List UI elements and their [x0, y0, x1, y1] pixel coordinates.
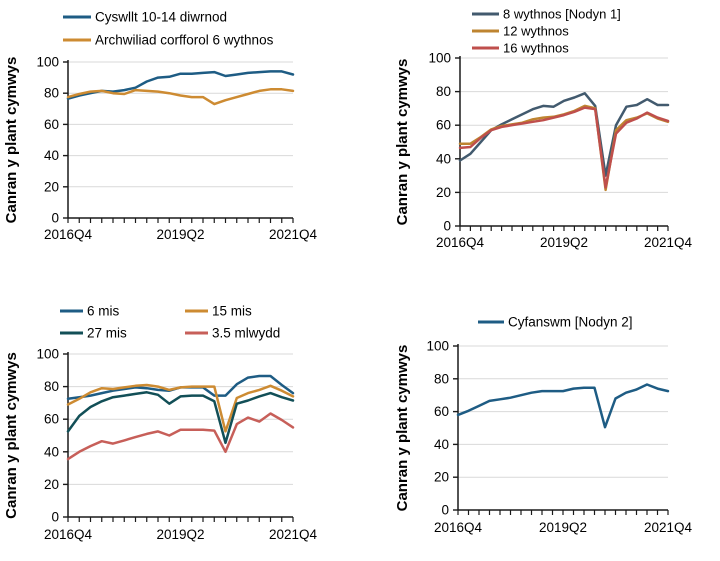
y-tick-label: 60	[44, 117, 59, 132]
legend-label: Archwiliad corfforol 6 wythnos	[95, 33, 274, 48]
legend: Cyswllt 10-14 diwrnod Archwiliad corfforo…	[63, 10, 274, 48]
series-line-archwiliad-corfforol-6-wythnos	[66, 88, 295, 106]
y-tick-label: 60	[436, 118, 451, 133]
legend-item-15-mis: 15 mis	[185, 304, 252, 319]
y-tick-label: 100	[36, 347, 59, 362]
x-tick-label: 2021Q4	[269, 527, 318, 542]
x-tick-label: 2019Q2	[156, 227, 204, 242]
legend: 6 mis 15 mis 27 mis 3.5 mlwydd	[60, 304, 280, 341]
legend-item-12-wythnos: 12 wythnos	[472, 24, 569, 39]
y-tick-label: 0	[443, 219, 451, 234]
y-tick-label: 80	[44, 379, 59, 394]
legend-label: 3.5 mlwydd	[212, 326, 280, 341]
x-tick-label: 2016Q4	[434, 520, 483, 535]
legend: Cyfanswm [Nodyn 2]	[478, 315, 633, 330]
y-axis-title: Canran y plant cymwys	[394, 59, 411, 226]
x-tick-label: 2019Q2	[539, 520, 587, 535]
legend-item-cyfanswm-nodyn-2: Cyfanswm [Nodyn 2]	[478, 315, 633, 330]
y-axis-title: Canran y plant cymwys	[3, 352, 20, 519]
y-tick-label: 80	[44, 86, 59, 101]
legend-label: Cyfanswm [Nodyn 2]	[508, 315, 633, 330]
legend-label: 8 wythnos [Nodyn 1]	[503, 7, 621, 22]
legend-label: 6 mis	[87, 304, 120, 319]
y-axis-title: Canran y plant cymwys	[3, 57, 20, 224]
series-line-8-wythnos-nodyn-1	[458, 92, 670, 177]
y-tick-label: 0	[51, 211, 59, 226]
series-line-16-wythnos	[458, 106, 670, 189]
chart-wythnos-reviews: 0 20 40 60 80 100 2016Q4 2019Q2 2021Q4 Canran y p…	[394, 7, 693, 251]
y-tick-label: 0	[441, 503, 449, 518]
legend-item-16-wythnos: 16 wythnos	[472, 41, 569, 56]
legend-item-archwiliad-corfforol-6-wythnos: Archwiliad corfforol 6 wythnos	[63, 33, 274, 48]
y-tick-label: 40	[44, 148, 59, 163]
series-line-cyfanswm-nodyn-2	[456, 383, 670, 429]
x-tick-label: 2016Q4	[44, 227, 93, 242]
y-tick-label: 40	[434, 437, 449, 452]
legend-label: 27 mis	[87, 326, 127, 341]
legend-item-3-5-mlwydd: 3.5 mlwydd	[185, 326, 280, 341]
y-tick-label: 20	[44, 477, 59, 492]
legend: 8 wythnos [Nodyn 1] 12 wythnos 16 wythnos	[472, 7, 621, 56]
legend-label: Cyswllt 10-14 diwrnod	[95, 10, 227, 25]
y-tick-label: 60	[434, 404, 449, 419]
chart-mis-reviews: 0 20 40 60 80 100 2016Q4 2019Q2 2021Q4 Canran y p…	[3, 304, 318, 543]
y-axis-title: Canran y plant cymwys	[394, 345, 411, 512]
y-tick-label: 60	[44, 412, 59, 427]
x-tick-label: 2019Q2	[156, 527, 204, 542]
y-tick-label: 0	[51, 510, 59, 525]
y-tick-label: 20	[434, 470, 449, 485]
legend-label: 12 wythnos	[503, 24, 569, 39]
legend-label: 16 wythnos	[503, 41, 569, 56]
legend-item-cyswllt-10-14-diwrnod: Cyswllt 10-14 diwrnod	[63, 10, 227, 25]
x-tick-label: 2021Q4	[644, 235, 693, 250]
x-tick-label: 2016Q4	[436, 235, 485, 250]
legend-item-6-mis: 6 mis	[60, 304, 120, 319]
y-tick-label: 20	[436, 185, 451, 200]
chart-cyfanswm: 0 20 40 60 80 100 2016Q4 2019Q2 2021Q4 Canran y p…	[394, 315, 693, 536]
legend-item-27-mis: 27 mis	[60, 326, 127, 341]
y-tick-label: 40	[44, 444, 59, 459]
y-tick-label: 100	[426, 339, 449, 354]
legend-label: 15 mis	[212, 304, 252, 319]
y-tick-label: 40	[436, 151, 451, 166]
x-tick-label: 2016Q4	[44, 527, 93, 542]
series-line-15-mis	[66, 383, 295, 433]
y-tick-label: 100	[36, 55, 59, 70]
x-tick-label: 2021Q4	[644, 520, 693, 535]
legend-item-8-wythnos-nodyn-1: 8 wythnos [Nodyn 1]	[472, 7, 621, 22]
y-tick-label: 20	[44, 179, 59, 194]
chart-contact-10-14-days: 0 20 40 60 80 100 2016Q4 2019Q2 2021Q4 Canran y p…	[3, 10, 318, 243]
x-tick-label: 2021Q4	[269, 227, 318, 242]
x-tick-label: 2019Q2	[540, 235, 588, 250]
y-tick-label: 80	[436, 84, 451, 99]
y-tick-label: 100	[428, 51, 451, 66]
series-line-3-5-mlwydd	[66, 412, 295, 461]
y-tick-label: 80	[434, 371, 449, 386]
series-line-27-mis	[66, 391, 295, 445]
